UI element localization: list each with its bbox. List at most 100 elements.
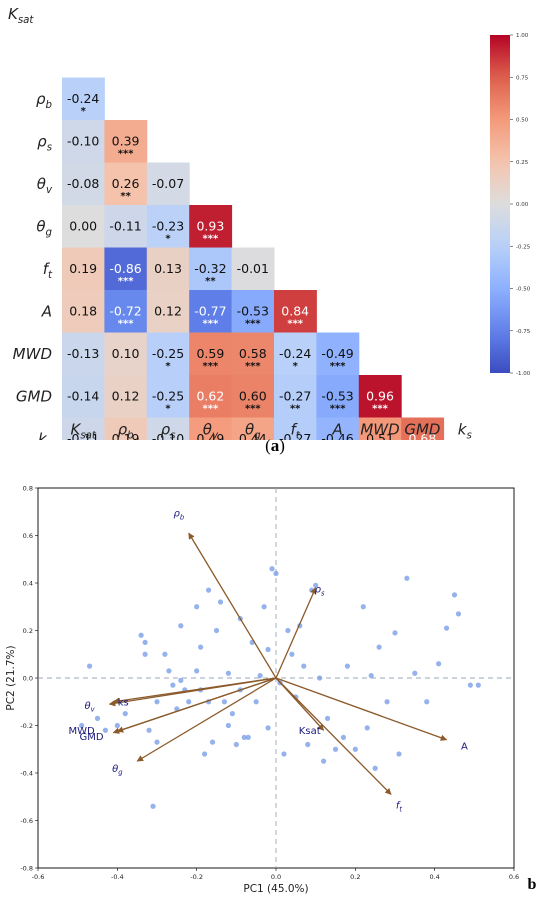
score-point xyxy=(455,611,462,617)
heatmap-significance-label: *** xyxy=(118,318,134,329)
heatmap-significance-label: *** xyxy=(203,361,219,372)
loading-label-A: A xyxy=(461,741,468,752)
score-point xyxy=(114,722,120,729)
heatmap-cell-A-Ksat xyxy=(62,290,105,333)
score-point xyxy=(313,582,319,588)
heatmap-value-label: 0.96 xyxy=(366,388,394,403)
heatmap-row-label-ft: ft xyxy=(43,260,53,281)
heatmap-significance-label: *** xyxy=(203,318,219,329)
y-tick-label: -0.8 xyxy=(20,865,33,873)
loading-arrow-ft xyxy=(275,677,392,795)
score-point xyxy=(360,604,366,610)
heatmap-row-label-A: A xyxy=(41,302,52,320)
heatmap-cell-ks-MWD xyxy=(358,417,402,440)
score-point xyxy=(317,675,323,681)
heatmap-cell-ks-Ksat xyxy=(62,417,105,440)
heatmap-value-label: -0.08 xyxy=(67,176,99,191)
heatmap-significance-label: *** xyxy=(203,233,219,244)
heatmap-cell-A-ρs xyxy=(146,290,190,333)
y-tick-label: -0.2 xyxy=(20,722,33,730)
heatmap-value-label: -0.25 xyxy=(152,388,184,403)
heatmap-value-label: -0.27 xyxy=(279,431,311,440)
heatmap-col-label-ft: ft xyxy=(291,421,301,441)
score-point xyxy=(142,651,148,657)
heatmap-col-label-MWD: MWD xyxy=(360,421,399,439)
score-point xyxy=(102,727,109,733)
score-point xyxy=(257,673,263,679)
score-point xyxy=(209,739,216,745)
score-point xyxy=(229,711,235,717)
y-tick-label: 0.8 xyxy=(23,485,33,493)
heatmap-value-label: 0.19 xyxy=(112,431,140,440)
heatmap-significance-label: * xyxy=(165,361,171,372)
score-point xyxy=(241,734,247,740)
score-point xyxy=(321,758,327,764)
heatmap-value-label: 0.49 xyxy=(196,431,224,440)
x-tick-label: 0.6 xyxy=(509,873,519,881)
score-point xyxy=(166,668,172,674)
score-points xyxy=(79,566,481,809)
heatmap-cell-GMD-θv xyxy=(189,375,233,418)
score-point xyxy=(233,741,239,748)
score-point xyxy=(138,632,144,638)
score-point xyxy=(281,751,287,757)
colorbar-tick-label: 0.50 xyxy=(516,118,529,124)
heatmap-value-label: 0.18 xyxy=(69,303,97,318)
score-point xyxy=(404,575,410,581)
heatmap-cell-ft-ρb xyxy=(104,247,148,291)
heatmap-col-label-θg: θg xyxy=(245,421,261,441)
loading-arrow-ρs xyxy=(275,587,317,679)
heatmap-significance-label: * xyxy=(165,403,171,414)
score-point xyxy=(384,699,390,705)
score-point xyxy=(146,727,152,733)
x-axis-label: PC1 (45.0%) xyxy=(243,883,308,895)
score-point xyxy=(198,644,204,650)
heatmap-value-label: 0.12 xyxy=(112,388,140,403)
heatmap-cell-GMD-ft xyxy=(274,375,317,418)
colorbar-tick-label: 1.00 xyxy=(516,33,529,39)
heatmap-cell-θg-ρs xyxy=(146,205,190,248)
heatmap-value-label: -0.07 xyxy=(152,176,184,191)
colorbar-gradient xyxy=(490,35,510,373)
x-tick-label: -0.2 xyxy=(190,873,203,881)
heatmap-cell-θg-Ksat xyxy=(62,205,105,248)
heatmap-value-label: -0.53 xyxy=(321,388,353,403)
score-point xyxy=(142,639,148,645)
heatmap-value-label: 0.60 xyxy=(239,388,267,403)
y-tick-label: 0.4 xyxy=(23,580,33,588)
y-tick-label: -0.4 xyxy=(20,770,33,778)
score-point xyxy=(372,765,378,771)
heatmap-cell-GMD-MWD xyxy=(358,375,402,418)
score-point xyxy=(301,663,307,669)
heatmap-value-label: -0.46 xyxy=(321,431,353,440)
heatmap-significance-label: ** xyxy=(290,403,301,414)
heatmap-value-label: -0.10 xyxy=(152,431,184,440)
heatmap-value-label: -0.14 xyxy=(67,388,99,403)
heatmap-significance-label: *** xyxy=(245,361,261,372)
y-tick-label: -0.6 xyxy=(20,817,33,825)
score-point xyxy=(451,592,458,598)
score-point xyxy=(475,682,481,688)
heatmap-value-label: -0.01 xyxy=(237,261,269,276)
score-point xyxy=(194,604,200,610)
heatmap-cell-MWD-θv xyxy=(189,332,233,376)
heatmap-significance-label: *** xyxy=(287,318,303,329)
score-point xyxy=(86,663,93,669)
score-point xyxy=(194,668,200,674)
score-point xyxy=(412,670,418,676)
heatmap-value-label: 0.84 xyxy=(281,303,309,318)
score-point xyxy=(261,604,267,610)
heatmap-row-label-GMD: GMD xyxy=(16,387,52,405)
heatmap-axis-labels: Ksat ρb ρs θv θg ft A MWD GMD ks Ksat ρb ρs θv θg ft A MW… xyxy=(8,5,472,440)
colorbar-tick-label: -0.75 xyxy=(516,329,531,335)
heatmap-cell-MWD-ρb xyxy=(104,332,148,376)
score-point xyxy=(265,725,271,731)
heatmap-cell-θg-ρb xyxy=(104,205,148,248)
heatmap-value-label: 0.62 xyxy=(196,388,224,403)
panel-a-caption: (a) xyxy=(265,436,285,455)
heatmap-row-label-θg: θg xyxy=(36,217,52,238)
score-point xyxy=(170,682,176,688)
score-point xyxy=(324,715,331,721)
